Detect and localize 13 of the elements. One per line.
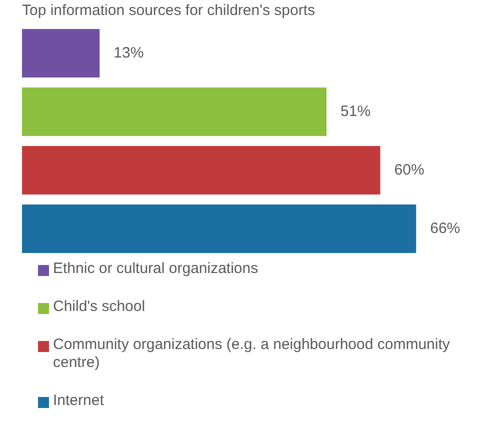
data-label: 13% [114,44,144,62]
legend-label: Internet [53,392,104,410]
legend-label: Community organizations (e.g. a neighbourhood community centre) [53,336,451,372]
legend-label: Ethnic or cultural organizations [53,260,258,278]
bar [22,87,327,136]
bar [22,204,416,254]
data-label: 51% [340,102,371,120]
chart-title: Top information sources for children's sports [21,1,316,20]
bar [22,146,380,195]
legend-label: Child's school [53,298,146,316]
data-label: 60% [394,161,424,178]
data-label: 66% [430,220,460,237]
bar [22,28,100,78]
